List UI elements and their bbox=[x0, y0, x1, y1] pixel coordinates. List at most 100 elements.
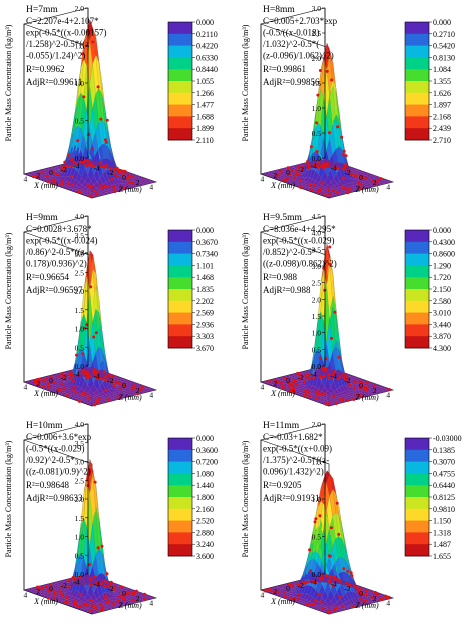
colorbar-segment bbox=[405, 104, 429, 117]
data-point bbox=[94, 331, 98, 335]
data-point bbox=[93, 368, 97, 372]
data-point bbox=[274, 379, 277, 383]
chart-panel-4: 0.0 0.5 1.0 1.5 2.0 2.5 3.0 3.5 4.0 4.5 Particle M… bbox=[241, 212, 455, 407]
fit-equation-line: -0.055)/1.24)^2) bbox=[26, 51, 85, 61]
data-point bbox=[315, 150, 319, 153]
z-tick-label: 4.5 bbox=[312, 212, 322, 221]
z-tick-label: 3.0 bbox=[312, 4, 322, 13]
data-point bbox=[68, 373, 72, 377]
data-point bbox=[312, 376, 316, 380]
x-tick-label: 0 bbox=[49, 376, 53, 385]
z-tick-label: 2.5 bbox=[312, 279, 322, 288]
data-point bbox=[71, 379, 75, 383]
colorbar-tick-label: 0.000 bbox=[196, 226, 214, 235]
data-point bbox=[42, 385, 45, 388]
colorbar-tick-label: 2.936 bbox=[196, 320, 214, 329]
data-point bbox=[72, 603, 76, 606]
data-point bbox=[354, 380, 358, 384]
data-point bbox=[82, 603, 86, 607]
data-point bbox=[108, 167, 112, 171]
data-point bbox=[328, 131, 331, 135]
colorbar-tick-label: 2.880 bbox=[196, 528, 214, 537]
colorbar-segment bbox=[168, 324, 192, 337]
colorbar-segment bbox=[168, 544, 192, 557]
y-tick-label: -4 bbox=[331, 579, 337, 588]
data-point bbox=[107, 398, 111, 402]
data-point bbox=[288, 383, 292, 387]
colorbar-tick-label: 2.439 bbox=[433, 124, 451, 133]
data-points bbox=[33, 285, 145, 407]
data-point bbox=[301, 165, 305, 169]
data-point bbox=[105, 594, 109, 598]
colorbar-tick-label: 2.202 bbox=[196, 297, 214, 306]
z-tick-label: 0.5 bbox=[312, 345, 322, 354]
data-point bbox=[288, 172, 292, 176]
data-point bbox=[63, 165, 67, 169]
colorbar-segment bbox=[168, 336, 192, 349]
colorbar-segment bbox=[168, 449, 192, 462]
r-squared: R²=0.99861 bbox=[263, 64, 306, 74]
z-tick-label: 1.0 bbox=[312, 104, 322, 113]
data-point bbox=[359, 380, 362, 384]
colorbar-segment bbox=[405, 324, 429, 337]
colorbar-tick-label: 0.3670 bbox=[196, 238, 218, 247]
data-point bbox=[44, 377, 48, 381]
data-point bbox=[328, 262, 332, 266]
data-point bbox=[276, 590, 280, 594]
data-point bbox=[336, 577, 340, 581]
colorbar-tick-label: 2.168 bbox=[433, 112, 451, 121]
data-point bbox=[100, 606, 104, 610]
data-point bbox=[106, 373, 110, 377]
colorbar-segment bbox=[168, 508, 192, 521]
data-point bbox=[333, 577, 337, 581]
data-point bbox=[293, 176, 297, 180]
data-point bbox=[279, 170, 283, 173]
data-point bbox=[74, 390, 78, 394]
data-point bbox=[315, 396, 319, 400]
data-point bbox=[62, 386, 66, 390]
data-point bbox=[356, 393, 359, 397]
data-point bbox=[317, 161, 321, 165]
colorbar-segment bbox=[405, 265, 429, 278]
fit-equation-line: /0.86)^2-0.5*((z- bbox=[26, 247, 88, 257]
y-tick-label: 2 bbox=[373, 386, 377, 395]
data-point bbox=[103, 585, 107, 589]
x-axis-label: X (mm) bbox=[33, 389, 58, 398]
data-point bbox=[81, 352, 85, 356]
colorbar-tick-label: 3.010 bbox=[433, 309, 451, 318]
z-axis-label: Particle Mass Concentration (kg/m³) bbox=[241, 24, 250, 141]
colorbar-tick-label: 0.8130 bbox=[433, 53, 455, 62]
colorbar-segment bbox=[405, 312, 429, 325]
data-point bbox=[120, 585, 123, 589]
colorbar-segment bbox=[405, 544, 429, 557]
z-tick-label: 1.0 bbox=[75, 533, 85, 542]
colorbar-segment bbox=[168, 81, 192, 94]
data-point bbox=[84, 164, 88, 168]
chart-panel-3: 0.0 0.5 1.0 1.5 2.0 2.5 3.0 3.5 4.0 Particle Mass… bbox=[4, 212, 218, 407]
data-point bbox=[100, 544, 104, 548]
data-point bbox=[106, 185, 110, 189]
colorbar-segment bbox=[168, 253, 192, 266]
colorbar-segment bbox=[405, 449, 429, 462]
data-point bbox=[371, 596, 375, 600]
data-point bbox=[113, 167, 116, 171]
data-point bbox=[353, 174, 357, 178]
data-point bbox=[373, 591, 377, 594]
r-squared: R²=0.98648 bbox=[26, 480, 70, 490]
data-point bbox=[267, 379, 271, 383]
data-point bbox=[61, 374, 65, 377]
data-point bbox=[71, 388, 75, 392]
x-axis-label: X (mm) bbox=[270, 389, 295, 398]
z-tick-label: 1.5 bbox=[312, 312, 322, 321]
data-point bbox=[353, 584, 357, 588]
data-point bbox=[341, 185, 345, 189]
y-tick-label: -2 bbox=[107, 376, 113, 385]
fit-equation-line: exp(-0.5*((x-0.029) bbox=[263, 236, 334, 246]
y-axis: 42 0 -2 -4 Z (mm) bbox=[331, 579, 391, 610]
x-tick-label: 0 bbox=[286, 584, 290, 593]
z-axis-label: Particle Mass Concentration (kg/m³) bbox=[241, 232, 250, 349]
data-point bbox=[324, 193, 328, 197]
data-points bbox=[267, 245, 391, 406]
data-point bbox=[46, 596, 50, 600]
data-point bbox=[308, 183, 312, 187]
